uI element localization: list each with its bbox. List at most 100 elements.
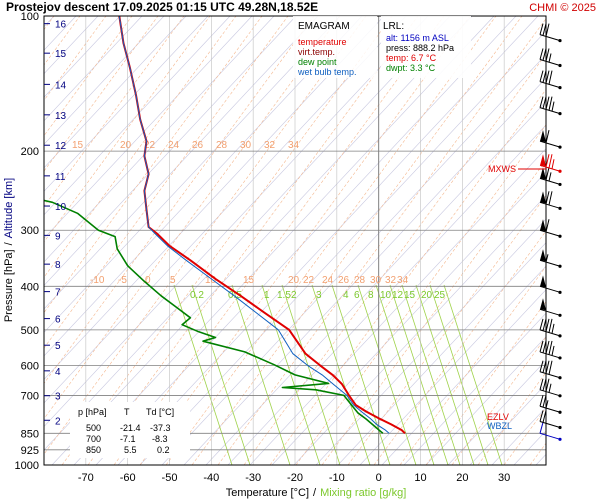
series-layer bbox=[44, 16, 406, 435]
wind-barb bbox=[539, 167, 562, 187]
altitude-tick-label: 13 bbox=[55, 111, 67, 122]
table-row-500-t: -21.4 bbox=[120, 423, 141, 433]
dry-adiabat bbox=[44, 16, 407, 404]
table-row-700-p: 700 bbox=[86, 434, 101, 444]
altitude-tick-label: 15 bbox=[55, 49, 67, 60]
legend-dew-point: dew point bbox=[298, 57, 337, 67]
theta-label: 34 bbox=[397, 275, 409, 286]
table-row-850-td: 0.2 bbox=[157, 445, 170, 455]
altitude-tick-label: 2 bbox=[55, 416, 61, 427]
dry-adiabat bbox=[117, 16, 539, 465]
wind-barb bbox=[539, 48, 562, 68]
table-header-td: Td [°C] bbox=[146, 407, 174, 417]
dry-adiabat bbox=[44, 16, 363, 357]
mixing-ratio-label: 6 bbox=[354, 290, 360, 301]
mixing-ratio-line bbox=[443, 284, 503, 465]
moist-adiabat bbox=[451, 336, 546, 465]
altitude-tick-label: 14 bbox=[55, 80, 67, 91]
x-tick-label: 10 bbox=[414, 472, 426, 484]
altitude-tick-label: 10 bbox=[55, 202, 67, 213]
theta-label: 22 bbox=[303, 275, 315, 286]
mixing-ratio-label: 25 bbox=[434, 290, 446, 301]
wind-barb bbox=[539, 70, 562, 90]
mixing-ratio-label: 8 bbox=[368, 290, 374, 301]
dry-adiabat bbox=[73, 16, 495, 465]
table-row-500-td: -37.3 bbox=[150, 423, 171, 433]
moist-adiabat bbox=[373, 230, 546, 465]
mixing-ratio-line bbox=[375, 284, 435, 465]
legend-temperature: temperature bbox=[298, 37, 347, 47]
altitude-tick-label: 8 bbox=[55, 260, 61, 271]
moist-adiabat bbox=[113, 16, 445, 465]
wind-barb bbox=[539, 96, 562, 116]
dry-adiabat bbox=[44, 16, 187, 169]
y-tick-label: 200 bbox=[21, 146, 39, 158]
x-tick-label: 20 bbox=[456, 472, 468, 484]
mixing-ratio-line bbox=[231, 284, 291, 465]
y-axis-title: Pressure [hPa] / Altitude [km] bbox=[3, 178, 15, 322]
x-tick-label: -70 bbox=[78, 472, 94, 484]
mixing-ratio-label: 4 bbox=[343, 290, 349, 301]
y-tick-label: 100 bbox=[21, 11, 39, 23]
dry-adiabat bbox=[447, 359, 546, 465]
theta-label: 10 bbox=[205, 275, 217, 286]
altitude-tick-label: 11 bbox=[55, 172, 66, 183]
x-tick-label: -60 bbox=[120, 472, 136, 484]
dry-adiabat bbox=[44, 16, 275, 263]
mixing-ratio-line bbox=[401, 284, 461, 465]
y-tick-label: 400 bbox=[21, 281, 39, 293]
legend-bg bbox=[293, 16, 377, 78]
altitude-tick-label: 5 bbox=[55, 341, 61, 352]
chart-title: Prostejov descent 17.09.2025 01:15 UTC 4… bbox=[6, 0, 318, 14]
altitude-tick-label: 9 bbox=[55, 231, 61, 242]
dry-adiabat bbox=[183, 77, 546, 465]
altitude-tick-label: 12 bbox=[55, 141, 67, 152]
mixing-ratio-label: 0.2 bbox=[190, 290, 204, 301]
mixing-ratio-label: 12 bbox=[392, 290, 404, 301]
theta-label: 34 bbox=[288, 140, 300, 151]
moist-adiabat bbox=[295, 124, 546, 465]
dry-adiabat bbox=[44, 16, 341, 333]
wind-barb bbox=[539, 422, 562, 441]
legend-wet-bulb: wet bulb temp. bbox=[297, 67, 357, 77]
summary-table: p [hPa] T Td [°C] 500 -21.4 -37.3 700 -7… bbox=[70, 402, 190, 458]
theta-label: 24 bbox=[168, 140, 180, 151]
wbzl-label: WBZL bbox=[487, 421, 512, 431]
wind-barb bbox=[539, 378, 562, 398]
theta-label: 28 bbox=[354, 275, 366, 286]
dry-adiabat bbox=[44, 16, 429, 427]
table-row-500-p: 500 bbox=[86, 423, 101, 433]
altitude-tick-label: 3 bbox=[55, 392, 61, 403]
dry-adiabat bbox=[44, 16, 385, 380]
ezlv-label: EZLV bbox=[487, 412, 509, 422]
dry-adiabat bbox=[44, 16, 319, 310]
mixing-ratio-label: 0.5 bbox=[228, 290, 242, 301]
moist-adiabat bbox=[399, 265, 546, 465]
wind-barb bbox=[539, 318, 562, 338]
series-wet-bulb-temp bbox=[118, 16, 390, 434]
mixing-ratio-line bbox=[331, 284, 391, 465]
lrl-dewpoint: dwpt: 3.3 °C bbox=[386, 63, 436, 73]
theta-label: -5 bbox=[118, 275, 127, 286]
dry-adiabat bbox=[403, 312, 546, 465]
theta-label: 32 bbox=[264, 140, 276, 151]
lrl-box: LRL: alt: 1156 m ASL press: 888.2 hPa te… bbox=[381, 16, 471, 78]
dry-adiabat bbox=[227, 124, 546, 465]
theta-label: 24 bbox=[322, 275, 334, 286]
y-tick-label: 850 bbox=[21, 428, 39, 440]
moist-adiabat bbox=[269, 88, 546, 465]
moist-adiabat bbox=[139, 16, 471, 465]
wind-barb bbox=[539, 23, 562, 43]
series-dew-point bbox=[44, 199, 384, 434]
moist-adiabat bbox=[425, 301, 546, 465]
dry-adiabat bbox=[44, 16, 209, 192]
moist-adiabat bbox=[61, 16, 393, 465]
x-tick-label: -20 bbox=[287, 472, 303, 484]
mixing-ratio-label: 1 bbox=[264, 290, 270, 301]
dry-adiabat bbox=[205, 101, 546, 465]
legend-heading: EMAGRAM bbox=[298, 21, 350, 32]
lrl-temperature: temp: 6.7 °C bbox=[386, 53, 437, 63]
grid-layer: 15 20 22 24 26 28 30 32 34-10 -5 0 5 10 15 20 22 24 26 28 3… bbox=[44, 16, 546, 465]
mixing-ratio-label: 1.5 bbox=[277, 290, 291, 301]
